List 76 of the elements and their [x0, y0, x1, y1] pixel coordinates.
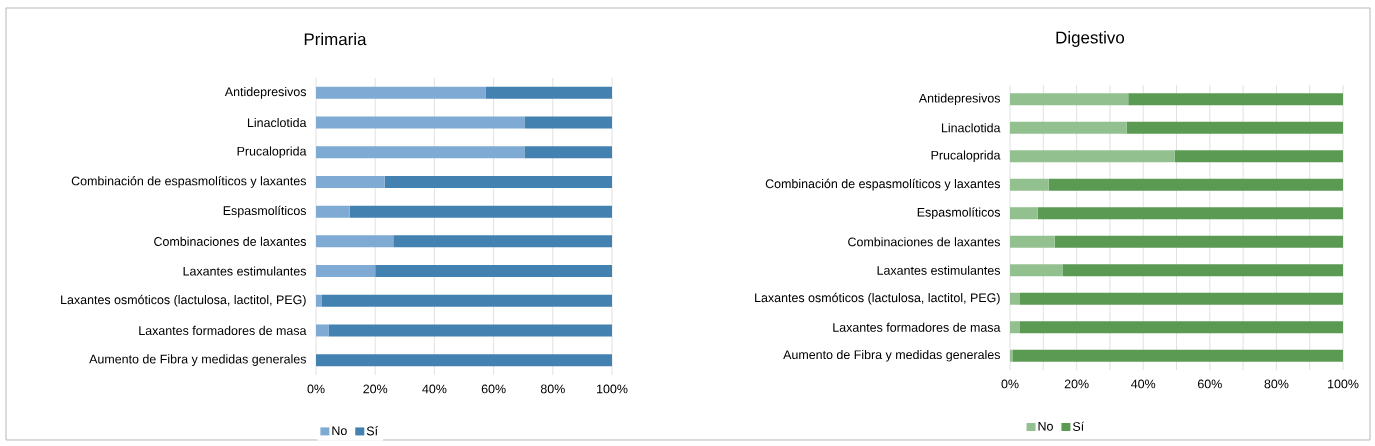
x-tick-label: 60%: [1197, 379, 1222, 389]
bar: [1126, 121, 1344, 134]
bar: [485, 86, 613, 99]
x-tick-label: 80%: [540, 384, 565, 394]
legend-label: Sí: [366, 426, 378, 436]
y-tick-label: Combinación de espasmolíticos y laxantes: [765, 178, 1000, 191]
y-tick-label: Aumento de Fibra y medidas generales: [783, 349, 1001, 362]
bar: [1010, 178, 1049, 191]
bar: [375, 265, 613, 278]
y-tick-label: Laxantes estimulantes: [183, 266, 307, 276]
bar: [1174, 150, 1344, 163]
bar: [1010, 264, 1063, 277]
y-tick-label: Linaclotida: [247, 117, 307, 128]
x-tick-label: 40%: [1131, 379, 1156, 389]
bar: [524, 116, 613, 129]
bar: [316, 175, 385, 188]
legend-label: No: [1038, 421, 1053, 431]
x-tick-label: 100%: [1328, 379, 1359, 389]
bar: [1020, 321, 1344, 334]
bar: [316, 116, 525, 129]
y-tick-label: Prucaloprida: [931, 150, 1001, 163]
legend-label: Sí: [1072, 421, 1085, 431]
x-tick-label: 0%: [307, 384, 325, 394]
bar: [1010, 93, 1129, 106]
y-tick-label: Antidepresivos: [224, 87, 307, 99]
y-tick-label: Combinación de espasmolíticos y laxantes: [71, 176, 306, 188]
bar: [316, 235, 394, 248]
y-tick-label: Espasmolíticos: [223, 205, 307, 218]
bar: [1048, 178, 1344, 191]
bar: [1010, 150, 1175, 163]
bar: [316, 86, 486, 99]
bar: [1010, 235, 1055, 248]
y-tick-label: Aumento de Fibra y medidas generales: [89, 354, 307, 366]
y-tick-label: Combinaciones de laxantes: [154, 236, 307, 246]
y-tick-label: Laxantes osmóticos (lactulosa, lactitol, PEG): [61, 294, 306, 307]
y-tick-label: Prucaloprida: [237, 146, 307, 159]
bar: [1037, 207, 1344, 220]
y-tick-label: Antidepresivos: [918, 93, 1001, 106]
x-tick-label: 60%: [481, 384, 506, 394]
x-tick-label: 20%: [1064, 379, 1089, 389]
bar: [328, 324, 613, 337]
x-tick-label: 20%: [363, 384, 388, 394]
y-tick-label: Linaclotida: [941, 123, 1001, 133]
bar: [1010, 292, 1021, 305]
bar: [1012, 349, 1344, 362]
bar: [316, 205, 350, 218]
chart-title: Primaria: [304, 32, 367, 46]
y-tick-label: Laxantes formadores de masa: [139, 325, 307, 336]
bar: [1128, 93, 1344, 106]
bar: [316, 294, 322, 307]
bar: [349, 205, 613, 218]
bar: [384, 175, 613, 188]
bar: [524, 146, 613, 159]
chart-title: Digestivo: [1056, 31, 1125, 47]
y-tick-label: Laxantes estimulantes: [877, 265, 1001, 275]
bar: [316, 324, 329, 337]
x-tick-label: 0%: [1001, 379, 1019, 389]
bar: [393, 235, 613, 248]
bar: [316, 354, 613, 367]
bar: [1054, 235, 1344, 248]
x-tick-label: 40%: [422, 384, 447, 394]
bar: [316, 265, 376, 278]
y-tick-label: Espasmolíticos: [917, 207, 1001, 220]
y-tick-label: Laxantes formadores de masa: [833, 322, 1001, 332]
x-tick-label: 80%: [1264, 379, 1289, 389]
x-tick-label: 100%: [597, 384, 628, 394]
legend-label: No: [332, 426, 347, 436]
bar: [316, 146, 525, 159]
bar: [1010, 321, 1021, 334]
bar: [1020, 292, 1344, 305]
y-tick-label: Laxantes osmóticos (lactulosa, lactitol, PEG): [755, 292, 1000, 305]
y-tick-label: Combinaciones de laxantes: [848, 237, 1001, 247]
bar: [321, 294, 613, 307]
bar: [1062, 264, 1344, 277]
bar: [1010, 207, 1038, 220]
bar: [1010, 121, 1127, 134]
